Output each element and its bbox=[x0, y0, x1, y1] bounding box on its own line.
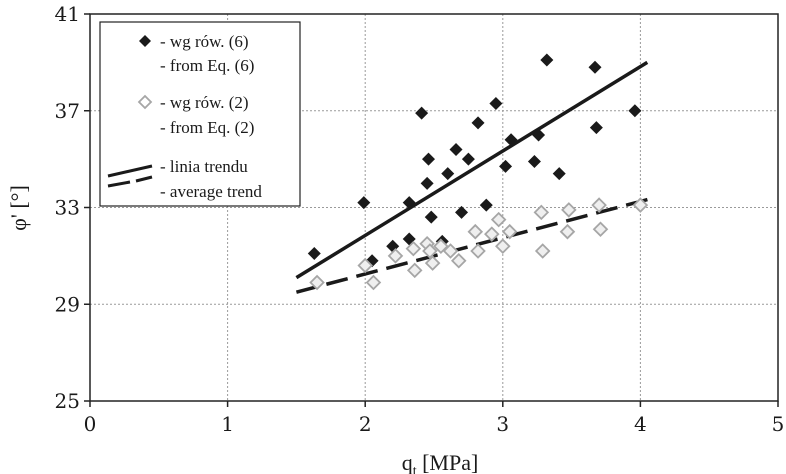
data-point-open bbox=[406, 262, 423, 279]
legend-label-eq6-pl: - wg rów. (6) bbox=[160, 32, 249, 51]
data-point-open bbox=[495, 238, 511, 254]
data-point-filled bbox=[504, 133, 518, 147]
data-point-filled bbox=[421, 152, 435, 166]
trend-lines bbox=[295, 60, 655, 294]
x-axis-label-main: q bbox=[402, 450, 413, 474]
x-axis-label-unit: [MPa] bbox=[417, 450, 479, 474]
x-tick-label: 1 bbox=[221, 412, 234, 436]
x-axis-label: qt [MPa] bbox=[402, 450, 479, 474]
data-point-filled bbox=[441, 167, 455, 181]
data-point-open bbox=[309, 274, 325, 291]
data-point-open bbox=[424, 255, 441, 271]
y-tick-label: 33 bbox=[55, 196, 80, 220]
legend-solid-trend-line bbox=[107, 164, 153, 178]
legend: - wg rów. (6) - from Eq. (6) - wg rów. (… bbox=[99, 21, 301, 207]
data-point-open bbox=[561, 202, 577, 218]
data-point-open bbox=[632, 197, 649, 213]
data-point-filled bbox=[499, 159, 513, 173]
data-point-filled bbox=[588, 60, 602, 74]
data-point-open bbox=[533, 204, 550, 221]
data-point-filled bbox=[589, 121, 603, 135]
x-tick-label: 5 bbox=[772, 412, 785, 436]
data-point-open bbox=[433, 238, 449, 254]
y-tick-label: 37 bbox=[55, 99, 80, 123]
data-point-open bbox=[592, 221, 609, 238]
data-point-open bbox=[484, 226, 500, 242]
data-point-filled bbox=[307, 246, 321, 260]
data-point-open bbox=[467, 223, 484, 240]
y-tick-label: 25 bbox=[55, 389, 80, 413]
legend-label-trend-pl: - linia trendu bbox=[160, 157, 248, 176]
data-point-filled bbox=[357, 196, 371, 210]
legend-box bbox=[99, 21, 301, 207]
x-axis-label-subscript: t bbox=[413, 464, 417, 474]
data-point-filled bbox=[449, 142, 463, 156]
x-tick-label: 4 bbox=[634, 412, 647, 436]
data-point-open bbox=[534, 243, 551, 259]
x-tick-label: 0 bbox=[84, 412, 97, 436]
data-point-filled bbox=[402, 196, 416, 210]
data-point-filled bbox=[532, 128, 546, 142]
data-point-open bbox=[559, 223, 576, 240]
data-point-filled bbox=[628, 104, 642, 118]
data-point-open bbox=[450, 252, 467, 269]
y-axis-label: φ' [°] bbox=[6, 185, 31, 231]
data-point-filled bbox=[479, 198, 493, 212]
data-point-filled bbox=[424, 210, 438, 224]
data-point-open bbox=[405, 240, 422, 257]
legend-marker-filled-diamond bbox=[139, 35, 151, 47]
data-points bbox=[307, 53, 649, 291]
tick-labels: 0 1 2 3 4 5 25 29 33 37 41 bbox=[55, 2, 785, 436]
data-point-filled bbox=[540, 53, 554, 67]
data-point-open bbox=[470, 243, 486, 259]
data-point-open bbox=[422, 243, 438, 259]
data-point-filled bbox=[527, 155, 541, 169]
data-point-filled bbox=[471, 116, 485, 130]
trend-line-solid bbox=[295, 60, 649, 280]
data-point-open bbox=[357, 257, 373, 274]
data-point-filled bbox=[420, 176, 434, 190]
data-point-open bbox=[501, 223, 518, 240]
data-point-filled bbox=[489, 96, 503, 110]
y-tick-label: 29 bbox=[55, 292, 80, 316]
data-point-open bbox=[442, 243, 459, 259]
legend-label-eq2-pl: - wg rów. (2) bbox=[160, 93, 249, 112]
legend-label-trend-en: - average trend bbox=[160, 182, 262, 201]
data-point-open bbox=[387, 248, 404, 264]
legend-label-eq2-en: - from Eq. (2) bbox=[160, 118, 254, 137]
legend-dashed-trend-line bbox=[107, 175, 153, 188]
data-point-open bbox=[365, 274, 382, 291]
y-tick-label: 41 bbox=[55, 2, 80, 26]
data-point-filled bbox=[415, 106, 429, 120]
legend-marker-open-diamond bbox=[137, 94, 153, 110]
x-tick-label: 2 bbox=[359, 412, 372, 436]
data-point-open bbox=[490, 211, 507, 228]
legend-label-eq6-en: - from Eq. (6) bbox=[160, 56, 254, 75]
data-point-filled bbox=[455, 205, 469, 219]
x-tick-label: 3 bbox=[496, 412, 509, 436]
data-point-open bbox=[591, 197, 607, 213]
data-point-filled bbox=[552, 167, 566, 181]
data-point-filled bbox=[461, 152, 475, 166]
